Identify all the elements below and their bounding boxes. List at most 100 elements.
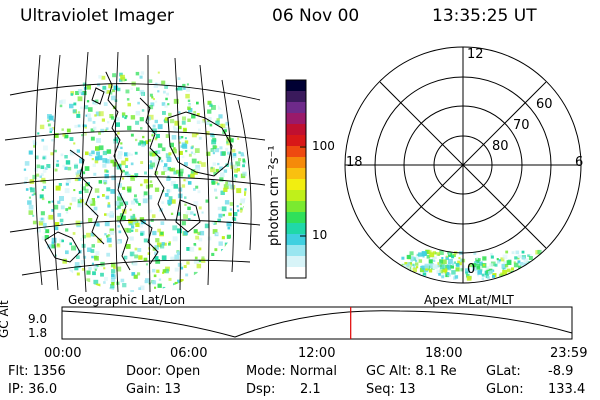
uv-pixel [211, 221, 215, 225]
uv-pixel [28, 210, 34, 215]
aurora-pixel [418, 252, 423, 257]
uv-pixel [140, 71, 145, 75]
uv-pixel [183, 87, 186, 90]
uv-pixel [177, 77, 181, 80]
aurora-pixel [536, 271, 540, 275]
uv-pixel [166, 189, 170, 193]
orbit-ymax: 9.0 [28, 312, 48, 326]
uv-pixel [169, 168, 173, 172]
uv-pixel [124, 116, 127, 120]
uv-pixel [227, 151, 231, 155]
aurora-pixel [513, 262, 519, 268]
uv-pixel [214, 188, 217, 192]
uv-pixel [93, 279, 99, 285]
uv-pixel [163, 90, 166, 94]
uv-pixel [237, 137, 240, 140]
uv-pixel [228, 212, 232, 216]
uv-pixel [137, 142, 142, 146]
uv-pixel [187, 206, 191, 211]
uv-pixel [164, 268, 169, 274]
uv-pixel [178, 150, 183, 155]
uv-pixel [138, 255, 143, 260]
uv-pixel [43, 222, 47, 227]
aurora-pixel [406, 254, 411, 259]
uv-pixel [75, 91, 80, 95]
aurora-pixel [521, 270, 526, 275]
aurora-pixel [434, 252, 437, 255]
uv-pixel [212, 229, 218, 234]
aurora-pixel [439, 269, 443, 274]
uv-pixel [161, 255, 167, 261]
uv-pixel [201, 256, 205, 260]
uv-pixel [196, 263, 202, 269]
aurora-pixel [548, 271, 553, 276]
aurora-pixel [425, 267, 429, 271]
colorbar-stripe [286, 91, 306, 103]
aurora-pixel [415, 255, 420, 260]
uv-pixel [72, 232, 76, 235]
uv-pixel [125, 115, 128, 118]
uv-pixel [177, 212, 181, 216]
uv-pixel [234, 174, 238, 178]
uv-pixel [119, 72, 123, 77]
aurora-pixel [498, 273, 504, 279]
aurora-pixel [549, 255, 554, 259]
uv-pixel [128, 218, 133, 224]
aurora-pixel [541, 262, 545, 266]
aurora-pixel [437, 262, 443, 267]
uv-pixel [164, 118, 169, 124]
aurora-pixel [541, 254, 547, 260]
uv-pixel [242, 164, 245, 168]
aurora-pixel [519, 262, 524, 266]
uv-pixel [240, 198, 246, 204]
uv-pixel [242, 171, 247, 177]
uv-pixel [93, 126, 97, 131]
uv-pixel [161, 171, 165, 175]
uv-pixel [102, 85, 107, 90]
uv-pixel [182, 116, 186, 121]
colorbar-stripe [286, 135, 306, 147]
uv-pixel [133, 274, 138, 279]
uv-pixel [117, 132, 120, 135]
uv-pixel [51, 209, 55, 212]
uv-pixel [118, 150, 123, 156]
uv-pixel [121, 112, 126, 116]
uv-pixel [67, 166, 72, 171]
uv-pixel [105, 213, 110, 217]
colorbar-stripe [286, 223, 306, 235]
uv-pixel [102, 194, 105, 197]
uv-pixel [110, 189, 116, 194]
uv-pixel [226, 136, 232, 142]
uv-pixel [74, 177, 79, 182]
aurora-pixel [439, 259, 444, 264]
uv-pixel [53, 204, 59, 210]
uv-pixel [80, 183, 84, 187]
uv-pixel [45, 229, 50, 234]
uv-pixel [205, 131, 210, 136]
uv-pixel [113, 85, 119, 91]
aurora-pixel [530, 273, 534, 277]
uv-pixel [168, 277, 172, 281]
aurora-pixel [476, 259, 480, 263]
uv-pixel [155, 134, 160, 138]
uv-pixel [106, 252, 111, 257]
uv-pixel [84, 126, 87, 129]
uv-pixel [190, 173, 195, 179]
uv-pixel [75, 171, 79, 176]
uv-pixel [59, 218, 64, 223]
aurora-pixel [543, 270, 546, 273]
aurora-pixel [475, 269, 479, 274]
uv-pixel [77, 111, 81, 114]
uv-pixel [39, 175, 42, 178]
orbit-xtick-2: 12:00 [298, 346, 336, 361]
uv-pixel [212, 152, 215, 155]
uv-pixel [217, 162, 220, 166]
uv-pixel [117, 205, 121, 209]
uv-pixel [106, 235, 109, 238]
uv-pixel [181, 184, 186, 188]
uv-pixel [103, 102, 108, 106]
uv-pixel [198, 259, 202, 263]
aurora-pixel [481, 273, 485, 277]
uv-pixel [184, 137, 187, 140]
uv-pixel [43, 185, 47, 189]
